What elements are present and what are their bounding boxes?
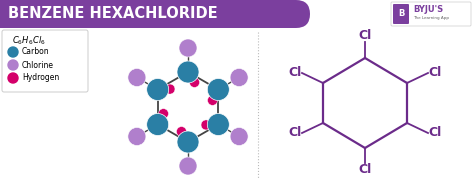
Circle shape — [8, 73, 18, 83]
Circle shape — [230, 68, 248, 86]
Circle shape — [230, 128, 248, 146]
Circle shape — [128, 128, 146, 146]
FancyBboxPatch shape — [2, 30, 88, 92]
Text: B: B — [398, 10, 404, 19]
Circle shape — [190, 77, 200, 87]
Circle shape — [179, 157, 197, 175]
Circle shape — [207, 79, 229, 100]
Text: BYJU'S: BYJU'S — [413, 6, 443, 15]
Text: Cl: Cl — [358, 29, 372, 42]
Circle shape — [177, 131, 199, 153]
Text: The Learning App: The Learning App — [413, 16, 449, 20]
Circle shape — [158, 109, 168, 119]
Circle shape — [146, 114, 169, 135]
Circle shape — [176, 127, 186, 137]
Circle shape — [165, 84, 175, 94]
FancyBboxPatch shape — [391, 2, 471, 26]
Circle shape — [208, 95, 218, 105]
Text: Cl: Cl — [428, 127, 441, 139]
Circle shape — [179, 39, 197, 57]
Text: C$_6$H$_6$Cl$_6$: C$_6$H$_6$Cl$_6$ — [12, 35, 46, 47]
Circle shape — [146, 79, 169, 100]
Text: BENZENE HEXACHLORIDE: BENZENE HEXACHLORIDE — [8, 6, 218, 22]
Text: Cl: Cl — [358, 163, 372, 176]
Circle shape — [8, 60, 18, 70]
Circle shape — [207, 114, 229, 135]
Text: Cl: Cl — [289, 127, 302, 139]
Text: Carbon: Carbon — [22, 47, 50, 56]
Text: Chlorine: Chlorine — [22, 61, 54, 70]
FancyBboxPatch shape — [0, 0, 310, 28]
Circle shape — [177, 61, 199, 83]
FancyBboxPatch shape — [0, 0, 160, 28]
Circle shape — [8, 47, 18, 57]
Circle shape — [128, 68, 146, 86]
Circle shape — [201, 120, 211, 130]
Text: Cl: Cl — [428, 66, 441, 79]
Text: Hydrogen: Hydrogen — [22, 73, 59, 82]
FancyBboxPatch shape — [393, 4, 409, 24]
Text: Cl: Cl — [289, 66, 302, 79]
